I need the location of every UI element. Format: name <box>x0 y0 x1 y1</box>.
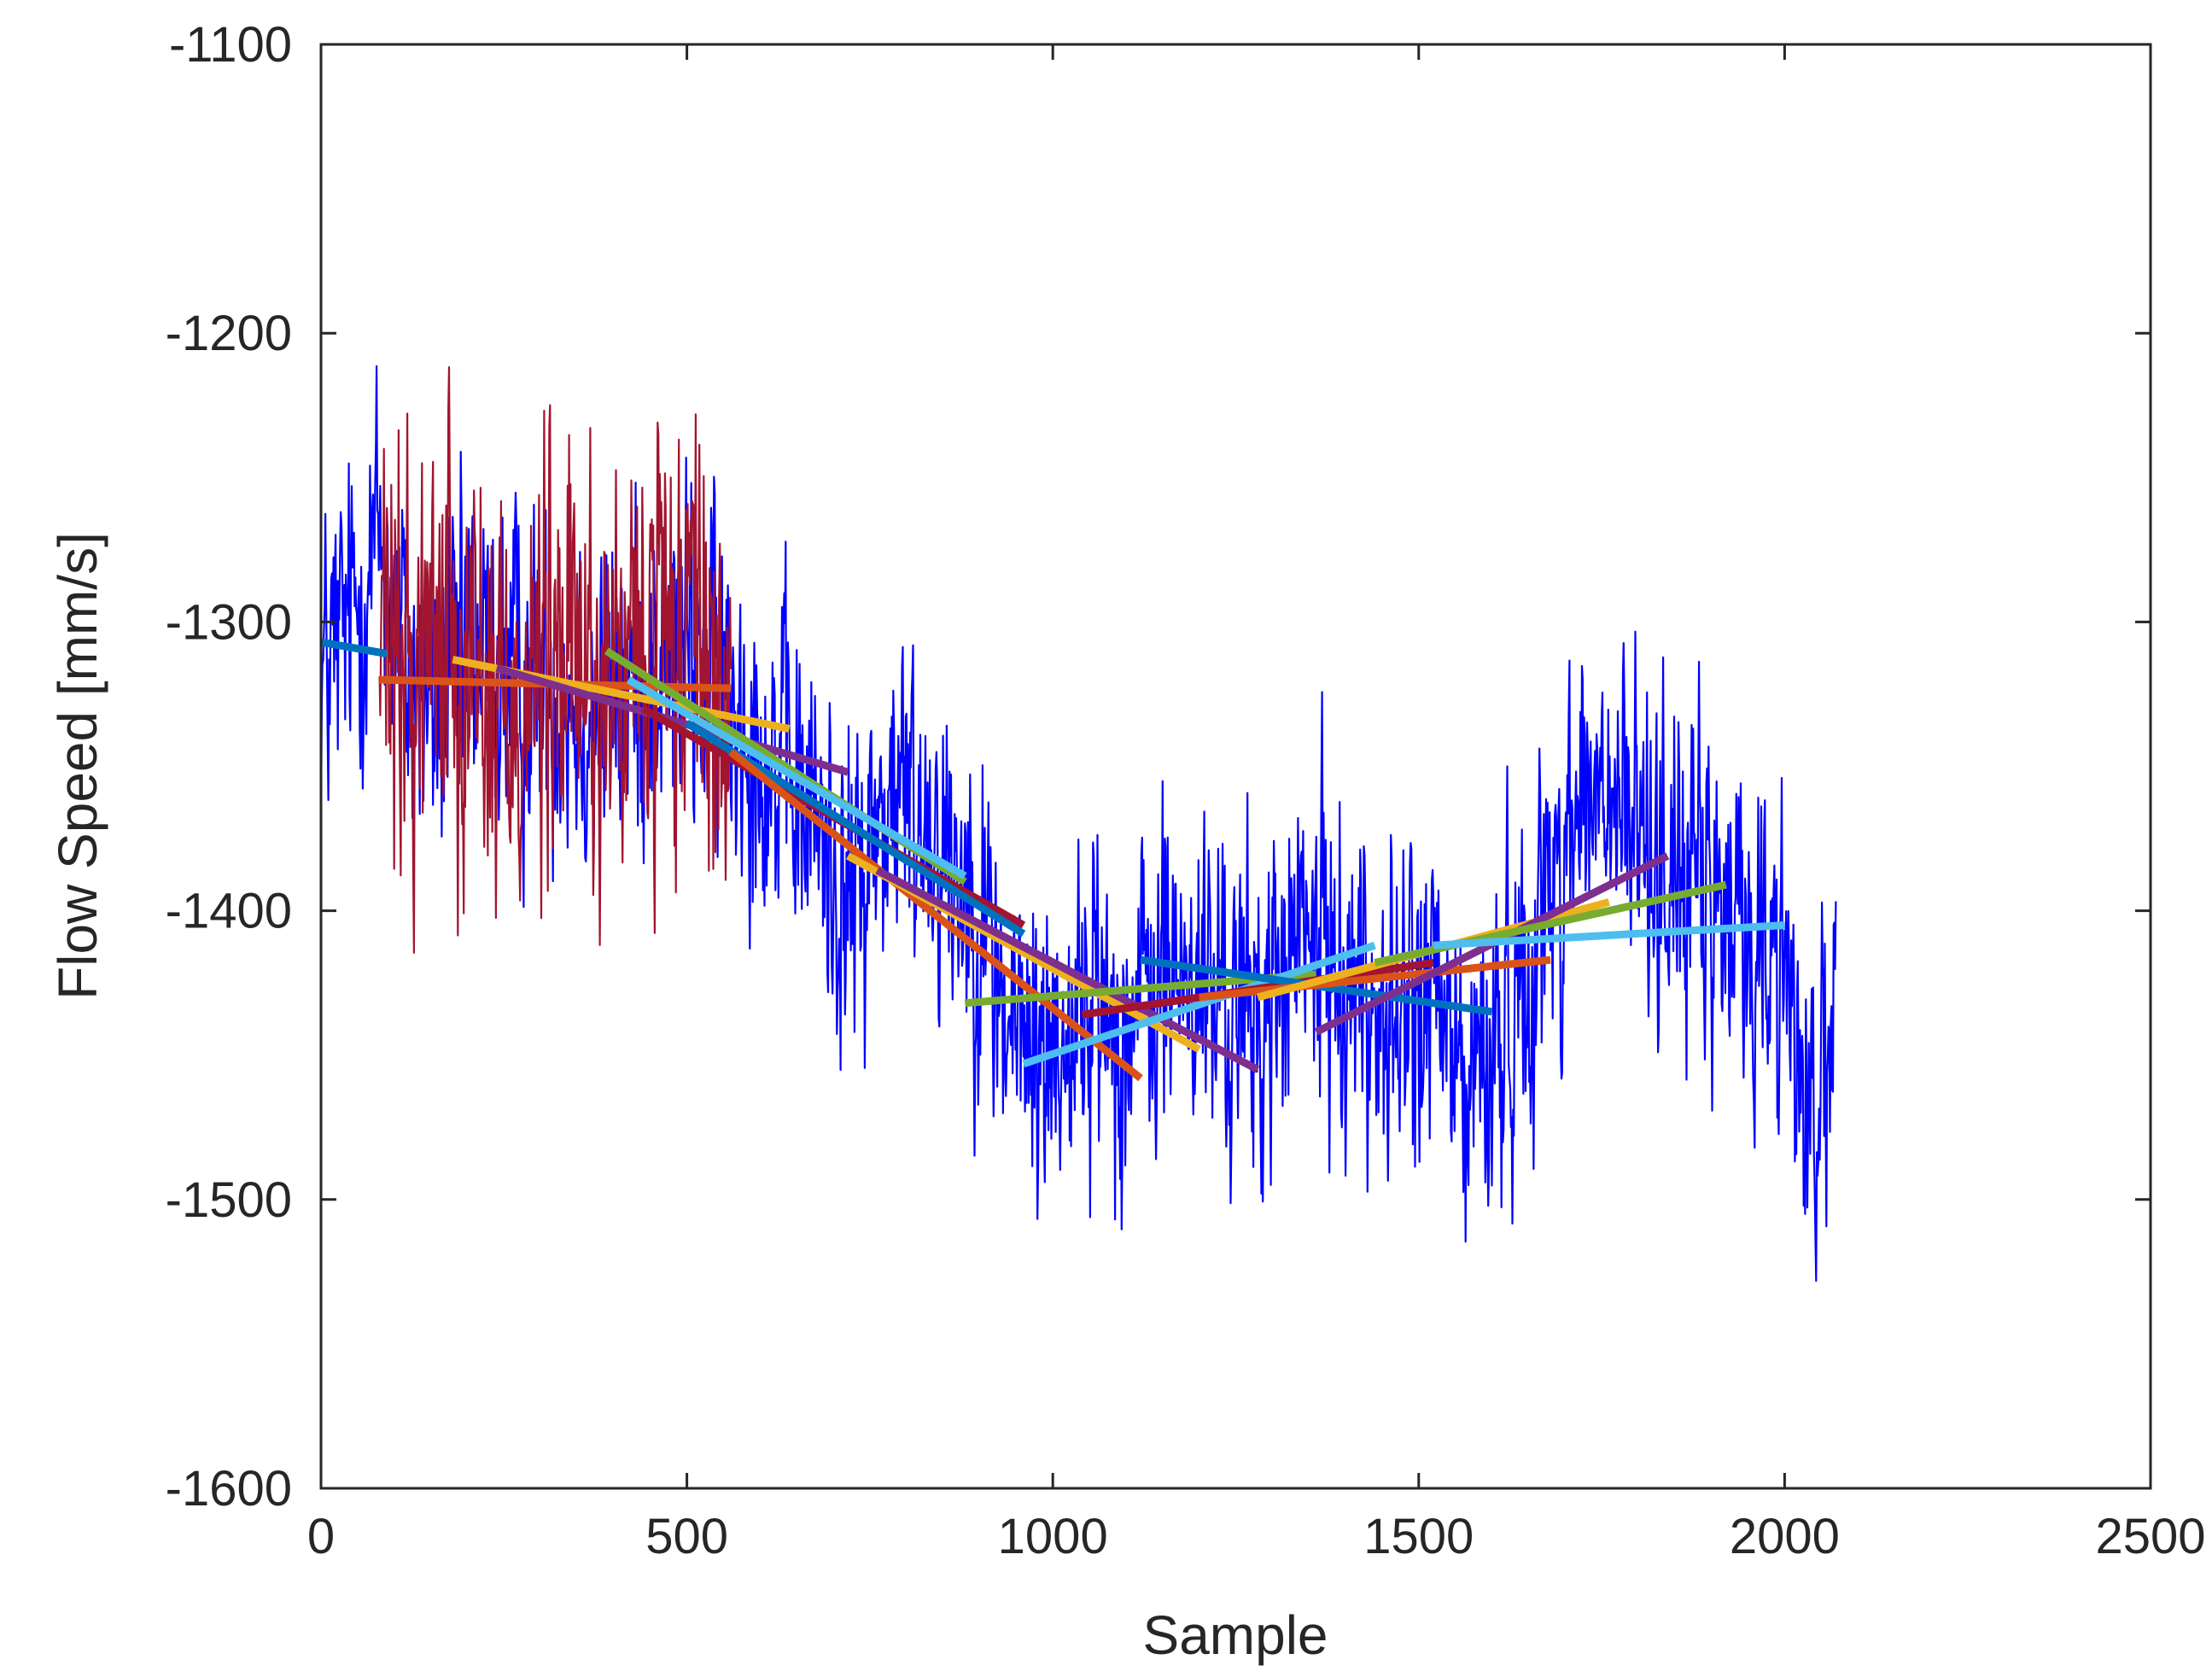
fit-line <box>321 638 388 658</box>
fit-line <box>1199 955 1551 1002</box>
fit-line <box>728 749 1143 1082</box>
fit-line <box>1022 941 1376 1068</box>
fit-line <box>1433 921 1785 950</box>
plot-frame <box>319 43 2152 1490</box>
fit-line <box>626 676 967 879</box>
axis-ticks: 0 500 1000 1500 2000 2500 -1100 -1200 -1300 -1400… <box>166 17 2206 1564</box>
fit-line-layer <box>321 638 1785 1082</box>
x-tick-label: 0 <box>307 1509 335 1564</box>
y-tick-label: -1600 <box>166 1461 292 1516</box>
x-tick-label: 1000 <box>998 1509 1108 1564</box>
y-tick-label: -1400 <box>166 884 292 939</box>
fit-line <box>875 867 1260 1073</box>
y-tick-label: -1100 <box>169 17 292 73</box>
x-tick-label: 2000 <box>1730 1509 1840 1564</box>
fit-line <box>495 664 849 776</box>
series-line <box>321 365 1837 1283</box>
x-tick-label: 1500 <box>1363 1509 1474 1564</box>
y-axis-label: Flow Speed [mm/s] <box>47 532 108 1000</box>
fit-line <box>1374 880 1727 967</box>
x-tick-label: 2500 <box>2095 1509 2205 1564</box>
y-tick-label: -1200 <box>166 306 292 361</box>
plot-area <box>321 44 2151 1488</box>
y-tick-label: -1500 <box>166 1172 292 1228</box>
y-tick-label: -1300 <box>166 594 292 650</box>
x-tick-label: 500 <box>645 1509 728 1564</box>
x-axis-label: Sample <box>1143 1604 1328 1666</box>
